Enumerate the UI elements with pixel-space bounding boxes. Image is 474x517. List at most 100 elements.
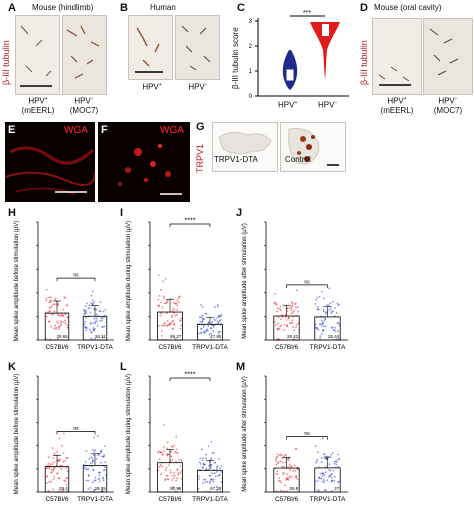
panel-label-g: G bbox=[196, 121, 205, 133]
violin-plot-c: 0 1 2 3 *** bbox=[249, 10, 349, 100]
bar-TRPV1-DTA bbox=[82, 465, 108, 493]
value-label-TRPV1-DTA: 26.11 bbox=[95, 334, 106, 339]
value-label-C57Bl/6: 85.27 bbox=[170, 334, 182, 339]
panel-label-m: M bbox=[236, 361, 246, 373]
significance-label: ns bbox=[304, 279, 310, 285]
panel-label-a: A bbox=[8, 2, 16, 14]
category-label-C57Bl/6: C57Bl/6 bbox=[45, 344, 69, 351]
category-label-C57Bl/6: C57Bl/6 bbox=[158, 496, 182, 503]
chart-svg: Mean spike amplitude after stimulation (… bbox=[242, 221, 348, 351]
histology-image-a-hpv-pos bbox=[15, 15, 60, 95]
bar-TRPV1-DTA bbox=[314, 316, 341, 341]
panel-label-c: C bbox=[237, 2, 245, 14]
scatter-points-C57Bl/6 bbox=[157, 274, 183, 341]
panel-a-caption-1: HPV+ (mEERL) bbox=[21, 96, 55, 115]
panel-c-group-2: HPV− bbox=[318, 100, 338, 110]
significance-label: **** bbox=[185, 372, 196, 379]
value-label-TRPV1-DTA: 67.28 bbox=[210, 486, 222, 491]
significance-label: ns bbox=[73, 426, 79, 432]
panel-d-title: Mouse (oral cavity) bbox=[374, 3, 442, 12]
panel-a-ylabel: β-III tubulin bbox=[1, 40, 11, 86]
panel-label-d: D bbox=[360, 2, 368, 14]
tissue-section bbox=[288, 128, 339, 166]
scatter-points-C57Bl/6 bbox=[273, 289, 300, 340]
ihc-image-g-trpv1-dta bbox=[212, 122, 278, 172]
value-label-TRPV1-DTA: 47.85 bbox=[210, 334, 222, 339]
category-label-C57Bl/6: C57Bl/6 bbox=[275, 496, 299, 503]
y-axis-label: Mean spike amplitude after stimulation (… bbox=[242, 376, 248, 492]
panel-label-e: E bbox=[8, 124, 16, 136]
value-label-C57Bl/6: 26.8 bbox=[289, 486, 298, 491]
nerve-fibers bbox=[135, 27, 163, 73]
chart-svg: Mean spike amplitude before stimulation … bbox=[14, 374, 114, 503]
panel-e-stain: WGA bbox=[64, 125, 88, 136]
panel-d-caption-1: HPV+ (mEERL) bbox=[380, 96, 414, 115]
histology-image-b-hpv-neg bbox=[175, 15, 220, 80]
category-label-TRPV1-DTA: TRPV1-DTA bbox=[77, 496, 113, 503]
nerve-fibers bbox=[66, 25, 100, 79]
scatter-points-C57Bl/6 bbox=[44, 288, 69, 340]
chart-svg: Mean spike amplitude during stimulation … bbox=[126, 218, 230, 351]
bar-chart-k: Mean spike amplitude before stimulation … bbox=[10, 364, 118, 512]
y-axis-label: Mean spike amplitude before stimulation … bbox=[14, 221, 20, 342]
scatter-points-TRPV1-DTA bbox=[83, 290, 107, 340]
bar-TRPV1-DTA bbox=[82, 315, 108, 341]
category-label-TRPV1-DTA: TRPV1-DTA bbox=[192, 344, 228, 351]
histology-image-b-hpv-pos bbox=[128, 15, 173, 80]
category-label-C57Bl/6: C57Bl/6 bbox=[275, 344, 299, 351]
violin-hpv-neg bbox=[310, 22, 340, 80]
panel-b-caption-1: HPV+ bbox=[142, 82, 162, 92]
bar-chart-h: Mean spike amplitude before stimulation … bbox=[10, 210, 118, 360]
tick-label: 2 bbox=[249, 44, 253, 50]
bar-chart-m: Mean spike amplitude after stimulation (… bbox=[238, 364, 352, 512]
value-label-TRPV1-DTA: 25.44 bbox=[328, 334, 340, 339]
panel-label-b: B bbox=[120, 2, 128, 14]
category-label-TRPV1-DTA: TRPV1-DTA bbox=[192, 496, 228, 503]
histology-image-a-hpv-neg bbox=[62, 15, 107, 95]
significance-label: ns bbox=[304, 431, 310, 437]
panel-label-k: K bbox=[8, 361, 16, 373]
category-label-TRPV1-DTA: TRPV1-DTA bbox=[77, 344, 113, 351]
fluorescence-image-e bbox=[5, 122, 95, 202]
value-label-C57Bl/6: 26.42 bbox=[287, 334, 299, 339]
scatter-points-TRPV1-DTA bbox=[82, 434, 107, 493]
panel-g-caption-2: Control bbox=[285, 155, 311, 164]
tick-label: 0 bbox=[249, 94, 253, 100]
nerve-fibers bbox=[378, 66, 411, 86]
fluorescence-image-f bbox=[98, 122, 190, 202]
panel-label-f: F bbox=[101, 124, 108, 136]
tick-label: 3 bbox=[249, 19, 253, 25]
panel-label-l: L bbox=[120, 361, 127, 373]
panel-b-title: Human bbox=[150, 3, 176, 12]
value-label-C57Bl/6: 29.65 bbox=[57, 334, 69, 339]
scatter-points-C57Bl/6 bbox=[274, 448, 299, 493]
bar-C57Bl/6 bbox=[157, 462, 183, 493]
panel-g-ylabel: TRPV1 bbox=[195, 143, 205, 173]
category-label-TRPV1-DTA: TRPV1-DTA bbox=[310, 344, 346, 351]
bar-chart-j: Mean spike amplitude after stimulation (… bbox=[238, 210, 352, 360]
value-label-C57Bl/6: 90.96 bbox=[170, 486, 182, 491]
panel-b-caption-2: HPV− bbox=[188, 82, 208, 92]
value-label-TRPV1-DTA: 29.55 bbox=[95, 486, 107, 491]
y-axis-label: Mean spike amplitude before stimulation … bbox=[14, 374, 20, 495]
nerve-fibers bbox=[181, 25, 211, 71]
wga-signal bbox=[118, 144, 182, 195]
panel-c-group-1: HPV+ bbox=[278, 100, 298, 110]
category-label-C57Bl/6: C57Bl/6 bbox=[158, 344, 182, 351]
significance-label: *** bbox=[303, 10, 311, 17]
tick-label: 1 bbox=[249, 69, 253, 75]
nerve-fibers bbox=[429, 28, 459, 76]
significance-label: ns bbox=[73, 273, 79, 279]
value-label-C57Bl/6: 28.4 bbox=[59, 486, 68, 491]
panel-a-caption-2: HPV− (MOC7) bbox=[69, 96, 99, 115]
box-hpv-pos bbox=[286, 69, 294, 81]
value-label-TRPV1-DTA: 27 bbox=[334, 486, 340, 491]
tissue-section bbox=[218, 131, 272, 155]
y-axis-label: Mean spike amplitude after stimulation (… bbox=[242, 223, 248, 339]
y-axis-label: Mean spike amplitude during stimulation … bbox=[126, 374, 132, 494]
panel-d-caption-2: HPV− (MOC7) bbox=[433, 96, 463, 115]
panel-d-ylabel: β-III tubulin bbox=[359, 40, 369, 86]
box-hpv-neg bbox=[322, 24, 329, 36]
histology-image-d-hpv-pos bbox=[372, 18, 422, 95]
scatter-points-C57Bl/6 bbox=[157, 424, 183, 493]
